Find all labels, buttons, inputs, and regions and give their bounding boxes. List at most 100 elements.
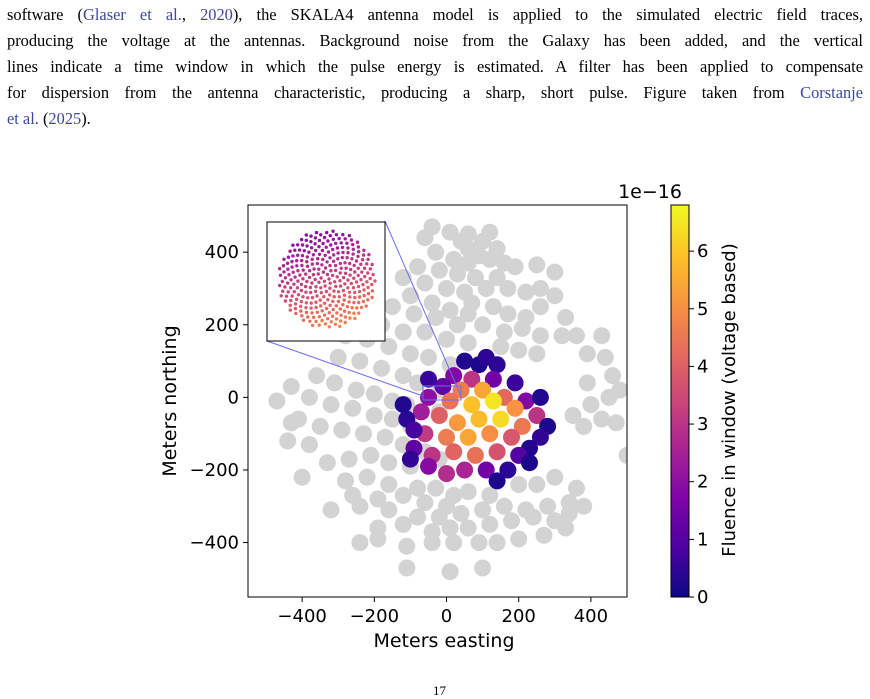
inset-station [334,304,338,308]
inset-station [352,300,356,305]
citation-link-glaser[interactable]: Glaser et al. [83,5,182,24]
inset-station [328,281,332,285]
y-tick-label: 0 [228,387,239,408]
inset-station [306,296,310,300]
inset-station [343,320,347,325]
inset-station [370,282,374,287]
inset-station [335,275,339,279]
inset-station [291,270,295,274]
inset-station [342,293,347,297]
inset-station [289,286,293,290]
active-station [484,392,502,410]
inset-station [352,263,356,268]
inset-station [355,240,360,244]
x-tick-label: 200 [502,606,536,627]
inactive-station [459,334,477,352]
inset-station [345,305,350,309]
inactive-station [499,280,517,297]
active-station [513,417,531,435]
inset-station [296,279,300,283]
inset-station [352,276,356,280]
inset-station [347,233,352,238]
active-station [420,370,437,388]
inactive-station [640,454,657,471]
inactive-station [596,348,614,366]
active-station [531,388,549,406]
citation-link-glaser-year[interactable]: 2020 [200,5,233,24]
colorbar-label: Fluence in window (voltage based) [719,243,740,556]
active-station [456,461,474,479]
inset-station [367,252,371,257]
inset-station [331,229,335,233]
inset-station [341,232,345,237]
inset-station [302,249,306,253]
inset-station [340,255,344,260]
inactive-station [441,519,459,537]
inset-station [343,315,348,319]
inactive-station [593,410,611,428]
inset-station [309,240,313,244]
inactive-station [318,454,336,472]
inset-station [288,249,292,253]
inset-station [336,299,341,304]
inactive-station [546,468,564,486]
inset-station [314,305,318,310]
inset-station [319,304,323,308]
inactive-station [322,501,340,519]
inset-station [353,290,357,295]
active-station [401,450,419,468]
inset-station [350,306,354,310]
inset-station [322,235,327,240]
inactive-station [578,345,596,363]
inset-station [332,295,336,299]
inactive-station [423,534,441,552]
inactive-station [308,367,326,385]
inactive-station [329,348,347,366]
inactive-station [383,298,401,316]
inset-station [300,243,305,247]
active-station [448,414,466,432]
inset-station [310,295,315,300]
inset-station [286,281,290,285]
inset-station [347,310,351,315]
citation-link-corstanje-year[interactable]: 2025 [48,109,82,128]
active-station [506,374,524,392]
inset-station [353,316,357,321]
inset-station [286,267,290,271]
inset-connector-line [266,340,424,397]
inset-station [362,293,366,298]
inactive-station [611,381,627,399]
inactive-station [369,490,387,508]
inset-station [368,276,372,281]
inset-station [351,247,355,251]
inset-station [317,238,322,243]
inset-station [356,254,360,259]
citation-link-corstanje-etal[interactable]: et al. [7,109,39,128]
inset-station [317,252,322,256]
inactive-station [488,269,506,287]
caption-line-2: producing the voltage at the antennas. B… [7,28,863,54]
inset-station [311,253,316,257]
inset-station [296,243,300,247]
inset-station [338,324,342,328]
inactive-station [380,476,398,493]
inset-station [345,256,349,260]
active-station [481,425,499,443]
inset-station [357,289,362,294]
inset-station [295,286,300,290]
citation-link-corstanje[interactable]: Corstanje [800,83,863,102]
inset-station [334,284,338,289]
y-axis-label: Meters northing [159,325,181,476]
inactive-station [376,428,394,446]
inset-station [293,248,297,252]
inset-station [331,237,335,241]
inactive-station [557,309,575,326]
inset-station [314,300,318,304]
inactive-station [427,479,445,497]
inset-station [356,266,360,270]
inset-station [301,277,305,281]
inset-station [364,304,368,308]
inset-station [320,309,324,313]
inset-station [366,298,370,302]
